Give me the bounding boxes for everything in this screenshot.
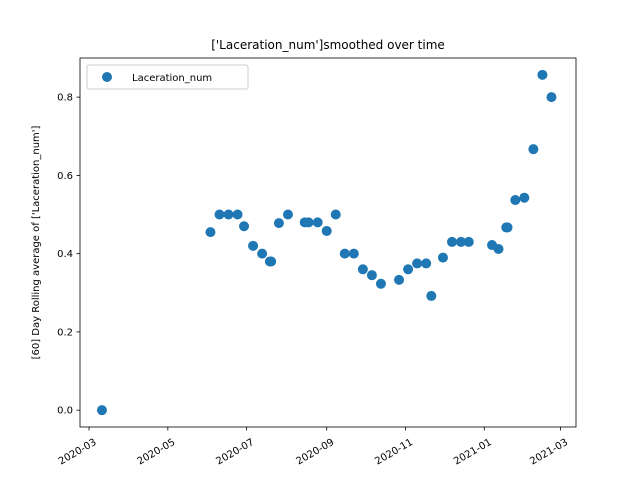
- data-point-30: [463, 236, 474, 247]
- x-tick-label-3: 2020-09: [295, 437, 337, 467]
- x-tick-label-1: 2020-05: [136, 437, 178, 467]
- y-axis-ticks: 0.0 0.2 0.4 0.6 0.8: [57, 93, 80, 417]
- data-point-5: [239, 221, 250, 232]
- data-point-36: [519, 192, 530, 203]
- data-point-1: [205, 227, 216, 238]
- data-point-32: [493, 243, 504, 254]
- data-point-20: [366, 270, 377, 281]
- x-tick-label-6: 2021-03: [528, 437, 570, 467]
- data-point-14: [312, 217, 323, 228]
- x-axis-ticks: 2020-03 2020-05 2020-07 2020-09 2020-11 2021-…: [57, 427, 570, 467]
- y-tick-label-3: 0.6: [57, 171, 73, 182]
- data-point-18: [348, 248, 359, 259]
- data-point-38: [537, 69, 548, 80]
- legend-box: [86, 64, 249, 90]
- data-point-39: [546, 92, 557, 103]
- data-point-0: [96, 405, 107, 416]
- data-point-21: [375, 278, 386, 289]
- legend: Laceration_num: [86, 64, 249, 90]
- axes-frame: [79, 57, 577, 428]
- x-tick-label-4: 2020-11: [373, 437, 415, 467]
- data-point-15: [321, 225, 332, 236]
- data-point-29: [456, 236, 467, 247]
- x-tick-label-0: 2020-03: [57, 437, 99, 467]
- legend-label: Laceration_num: [132, 73, 212, 84]
- data-point-2: [214, 209, 225, 220]
- data-point-34: [502, 222, 513, 233]
- data-point-26: [426, 290, 437, 301]
- x-tick-label-5: 2021-01: [452, 437, 494, 467]
- data-point-28: [447, 236, 457, 247]
- data-point-24: [412, 258, 423, 269]
- chart-title: ['Laceration_num']smoothed over time: [211, 38, 445, 52]
- y-axis-label: [60] Day Rolling average of ['Laceration…: [31, 125, 42, 359]
- data-point-27: [437, 252, 448, 263]
- legend-marker: [102, 72, 112, 82]
- data-point-37: [528, 144, 539, 155]
- y-tick-label-0: 0.0: [57, 406, 73, 417]
- y-tick-label-4: 0.8: [57, 93, 73, 104]
- data-point-3: [223, 209, 234, 220]
- data-point-16: [330, 209, 341, 220]
- points-layer: [96, 69, 557, 416]
- x-tick-label-2: 2020-07: [214, 437, 256, 467]
- data-point-11: [282, 209, 293, 220]
- data-point-22: [394, 274, 405, 285]
- data-point-23: [403, 264, 414, 275]
- data-point-7: [257, 248, 268, 259]
- data-point-25: [421, 258, 432, 269]
- data-point-9: [266, 256, 277, 267]
- data-point-6: [248, 240, 259, 251]
- data-point-17: [339, 248, 350, 259]
- data-point-19: [357, 264, 368, 275]
- data-point-4: [232, 209, 243, 220]
- data-point-10: [273, 218, 284, 229]
- y-tick-label-2: 0.4: [57, 249, 73, 260]
- data-point-13: [303, 217, 314, 228]
- data-point-35: [510, 195, 521, 206]
- y-tick-label-1: 0.2: [57, 327, 73, 338]
